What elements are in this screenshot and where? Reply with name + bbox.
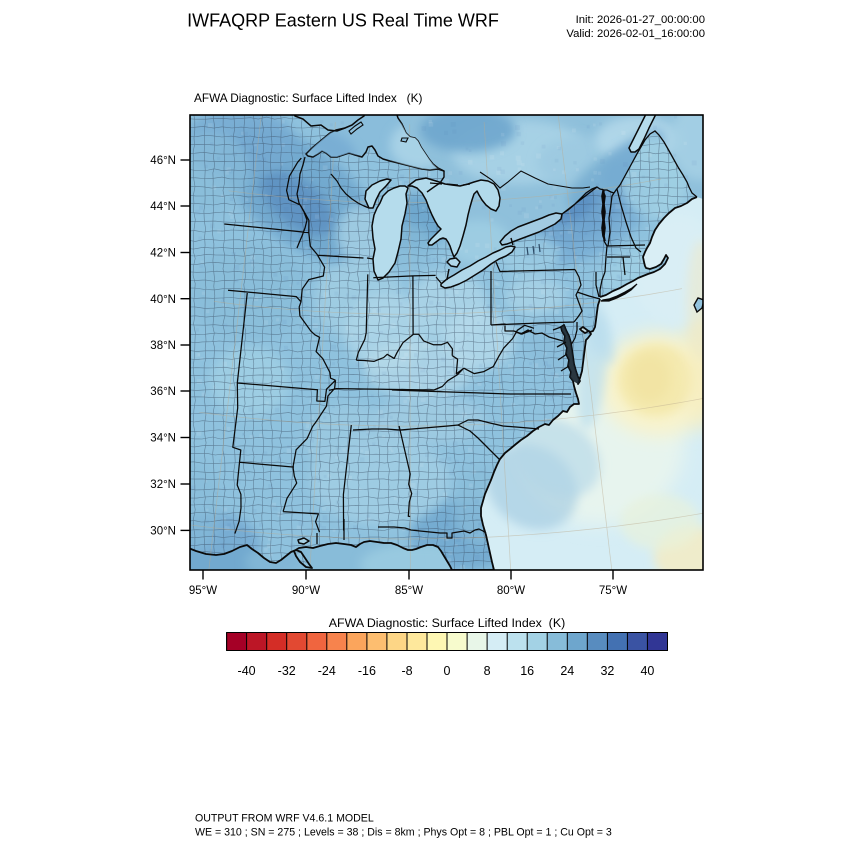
svg-text:24: 24 — [560, 664, 574, 678]
svg-text:32°N: 32°N — [150, 479, 176, 491]
svg-text:-40: -40 — [238, 664, 256, 678]
svg-text:-32: -32 — [278, 664, 296, 678]
svg-text:IWFAQRP Eastern US Real Time W: IWFAQRP Eastern US Real Time WRF — [187, 11, 499, 31]
svg-text:46°N: 46°N — [150, 155, 176, 167]
svg-text:AFWA Diagnostic: Surface Lifte: AFWA Diagnostic: Surface Lifted Index (K… — [194, 91, 422, 105]
svg-text:32: 32 — [600, 664, 614, 678]
svg-text:44°N: 44°N — [150, 201, 176, 213]
svg-text:30°N: 30°N — [150, 526, 176, 538]
svg-text:75°W: 75°W — [599, 585, 627, 597]
svg-text:Init: 2026-01-27_00:00:00: Init: 2026-01-27_00:00:00 — [576, 14, 705, 26]
svg-text:-8: -8 — [401, 664, 412, 678]
svg-text:0: 0 — [444, 664, 451, 678]
svg-text:AFWA Diagnostic: Surface Lifte: AFWA Diagnostic: Surface Lifted Index (K… — [329, 616, 565, 630]
svg-text:Valid: 2026-02-01_16:00:00: Valid: 2026-02-01_16:00:00 — [566, 28, 705, 40]
svg-text:36°N: 36°N — [150, 386, 176, 398]
svg-text:34°N: 34°N — [150, 433, 176, 445]
svg-text:WE = 310 ; SN = 275 ; Levels =: WE = 310 ; SN = 275 ; Levels = 38 ; Dis … — [195, 827, 612, 839]
svg-text:85°W: 85°W — [395, 585, 423, 597]
svg-text:90°W: 90°W — [292, 585, 320, 597]
svg-text:40°N: 40°N — [150, 294, 176, 306]
svg-text:40: 40 — [640, 664, 654, 678]
svg-text:80°W: 80°W — [497, 585, 525, 597]
svg-text:38°N: 38°N — [150, 340, 176, 352]
svg-text:OUTPUT FROM WRF V4.6.1 MODEL: OUTPUT FROM WRF V4.6.1 MODEL — [195, 813, 374, 825]
svg-text:16: 16 — [520, 664, 534, 678]
svg-text:42°N: 42°N — [150, 248, 176, 260]
svg-text:8: 8 — [484, 664, 491, 678]
svg-text:95°W: 95°W — [189, 585, 217, 597]
svg-text:-16: -16 — [358, 664, 376, 678]
svg-text:-24: -24 — [318, 664, 336, 678]
